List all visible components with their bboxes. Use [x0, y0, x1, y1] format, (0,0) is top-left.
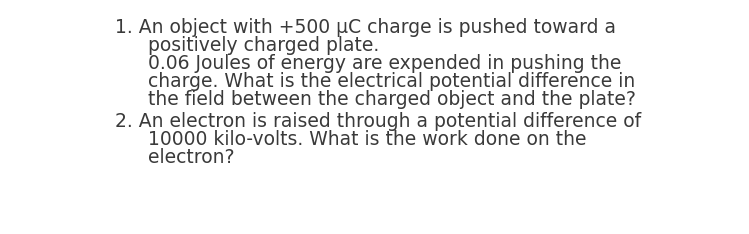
- Text: 2. An electron is raised through a potential difference of: 2. An electron is raised through a poten…: [115, 112, 641, 131]
- Text: 1. An object with +500 μC charge is pushed toward a: 1. An object with +500 μC charge is push…: [115, 18, 616, 37]
- Text: 10000 kilo-volts. What is the work done on the: 10000 kilo-volts. What is the work done …: [148, 130, 586, 149]
- Text: charge. What is the electrical potential difference in: charge. What is the electrical potential…: [148, 72, 635, 91]
- Text: electron?: electron?: [148, 148, 234, 167]
- Text: positively charged plate.: positively charged plate.: [148, 36, 379, 55]
- Text: the field between the charged object and the plate?: the field between the charged object and…: [148, 90, 636, 109]
- Text: 0.06 Joules of energy are expended in pushing the: 0.06 Joules of energy are expended in pu…: [148, 54, 622, 73]
